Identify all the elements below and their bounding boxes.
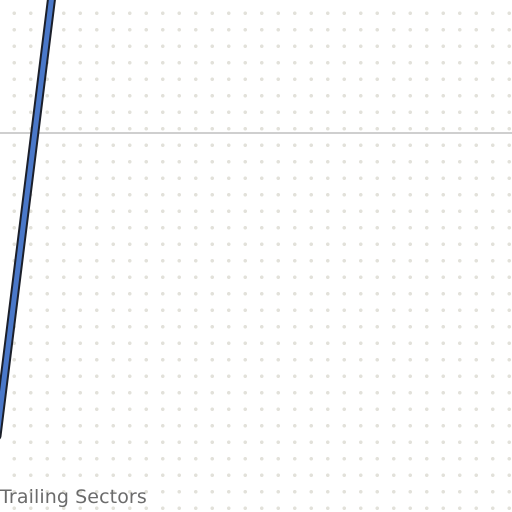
sector-label: Trailing Sectors: [0, 486, 147, 508]
sector-divider-line: [0, 132, 512, 134]
track-segment[interactable]: [0, 0, 54, 436]
